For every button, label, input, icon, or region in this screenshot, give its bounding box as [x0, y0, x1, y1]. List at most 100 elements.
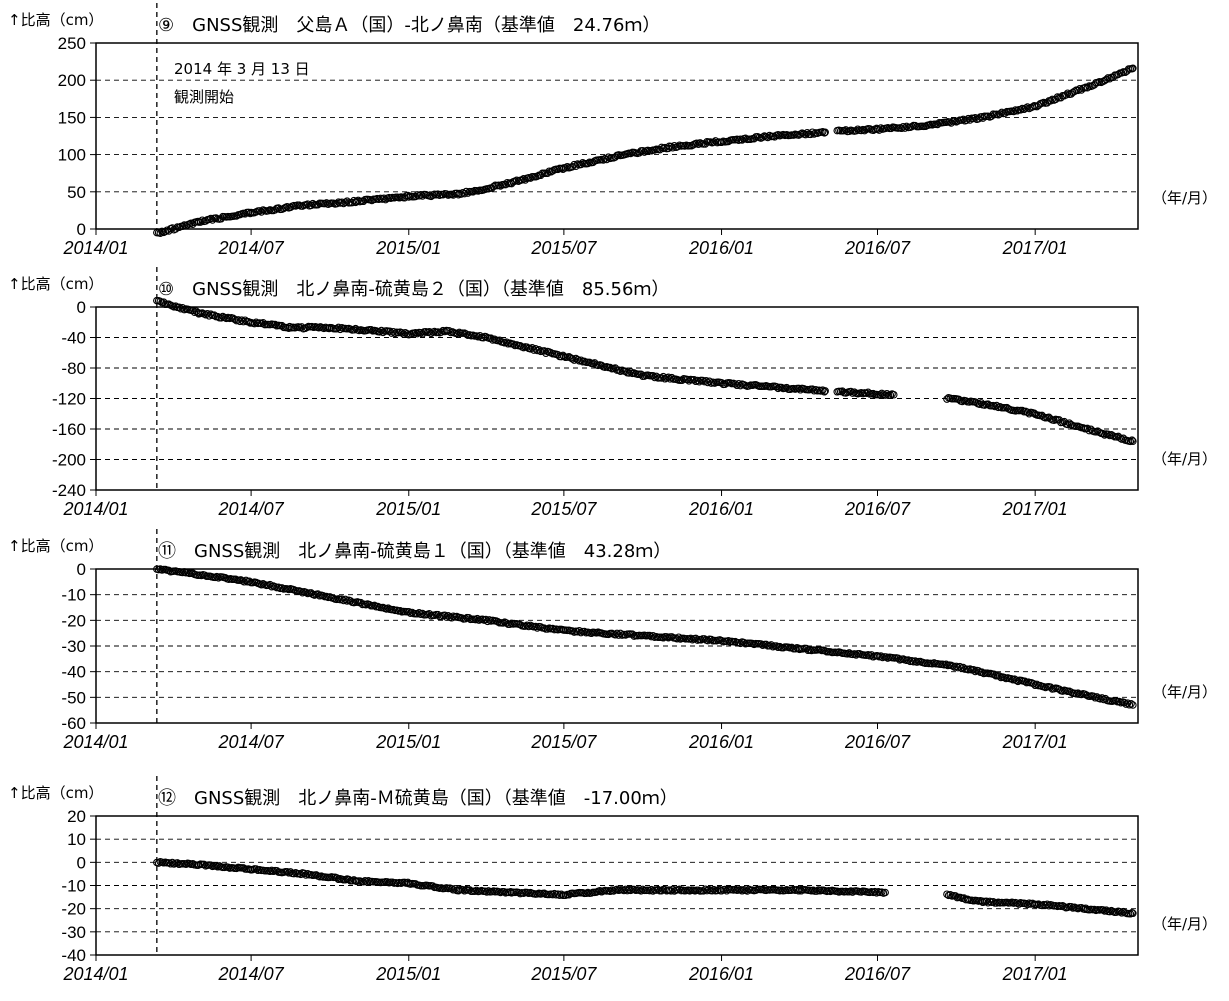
data-point	[686, 634, 695, 643]
data-point	[869, 389, 877, 398]
data-series	[153, 296, 1137, 446]
data-point	[1063, 89, 1072, 97]
data-point	[1126, 437, 1135, 446]
data-point	[354, 196, 362, 205]
data-point	[890, 390, 898, 399]
y-tick-label: -240	[52, 481, 86, 500]
y-tick-label: -60	[61, 714, 86, 733]
data-point	[283, 202, 291, 211]
data-point	[183, 568, 192, 577]
data-point	[273, 866, 281, 875]
data-point	[1046, 415, 1055, 423]
data-point	[724, 636, 733, 645]
data-point	[933, 120, 942, 129]
data-point	[1125, 701, 1134, 709]
data-point	[365, 600, 374, 609]
y-tick-label: -120	[52, 390, 86, 409]
data-point	[333, 874, 341, 882]
annotation-text: 2014 年 3 月 13 日	[174, 60, 310, 78]
data-point	[734, 379, 743, 388]
data-point	[413, 329, 422, 338]
data-point	[794, 384, 803, 393]
data-point	[415, 192, 423, 200]
y-axis-label: ↑比高（cm）	[8, 537, 103, 555]
x-tick-label: 2017/01	[1002, 499, 1068, 519]
data-point	[772, 642, 781, 650]
data-point	[772, 382, 781, 391]
data-point	[341, 595, 350, 604]
chart-title: ⑩ GNSS観測 北ノ鼻南-硫黄島２（国）（基準値 85.56ｍ）	[158, 279, 669, 300]
data-point	[1009, 107, 1018, 116]
data-point	[614, 366, 623, 374]
data-series	[153, 64, 1137, 237]
data-point	[674, 633, 683, 641]
data-point	[821, 387, 829, 395]
data-point	[568, 355, 577, 363]
data-point	[1099, 429, 1107, 438]
data-point	[425, 328, 434, 336]
x-tick-label: 2016/07	[844, 964, 911, 984]
x-tick-label: 2016/01	[688, 238, 754, 258]
y-tick-label: 0	[77, 560, 86, 579]
data-point	[441, 611, 449, 620]
data-point	[173, 859, 182, 867]
data-point	[952, 662, 961, 671]
data-point	[518, 176, 526, 184]
data-point	[996, 110, 1004, 118]
data-point	[705, 377, 714, 386]
data-point	[668, 143, 677, 152]
data-point	[628, 630, 637, 638]
data-point	[283, 868, 291, 876]
data-point	[411, 880, 420, 888]
data-point	[942, 660, 950, 669]
data-point	[1089, 692, 1098, 701]
data-point	[1128, 436, 1136, 444]
data-point	[774, 130, 782, 139]
data-point	[1046, 683, 1055, 691]
data-point	[469, 188, 477, 196]
data-point	[1096, 695, 1105, 703]
data-point	[464, 189, 472, 197]
data-point	[1023, 103, 1032, 111]
x-tick-label: 2017/01	[1002, 964, 1068, 984]
data-point	[708, 886, 716, 895]
data-point	[854, 125, 862, 133]
data-point	[1127, 700, 1135, 708]
data-point	[1016, 106, 1025, 114]
data-point	[606, 887, 614, 896]
x-unit-label: （年/月）	[1152, 683, 1217, 701]
data-point	[196, 218, 205, 226]
data-point	[951, 892, 960, 900]
x-tick-label: 2016/07	[844, 732, 911, 752]
data-point	[531, 622, 540, 631]
data-series	[153, 858, 1137, 918]
data-point	[847, 387, 855, 396]
data-point	[678, 376, 686, 384]
data-point	[239, 317, 248, 326]
data-point	[864, 651, 872, 659]
data-point	[1062, 91, 1070, 99]
data-point	[473, 614, 482, 623]
data-point	[302, 588, 310, 597]
data-point	[526, 345, 535, 353]
data-point	[808, 385, 817, 393]
data-point	[845, 649, 853, 657]
data-point	[580, 627, 589, 636]
x-tick-label: 2017/01	[1002, 732, 1068, 752]
data-point	[565, 891, 573, 899]
data-point	[886, 391, 895, 399]
data-point	[946, 890, 955, 899]
data-point	[971, 114, 979, 122]
x-tick-label: 2014/01	[62, 732, 128, 752]
data-point	[237, 316, 246, 324]
data-point	[1021, 104, 1030, 112]
x-tick-label: 2014/01	[62, 499, 128, 519]
x-unit-label: （年/月）	[1152, 189, 1217, 207]
data-point	[345, 875, 353, 884]
data-point	[519, 175, 528, 183]
data-point	[701, 885, 710, 894]
data-point	[758, 133, 767, 141]
data-point	[969, 665, 978, 674]
